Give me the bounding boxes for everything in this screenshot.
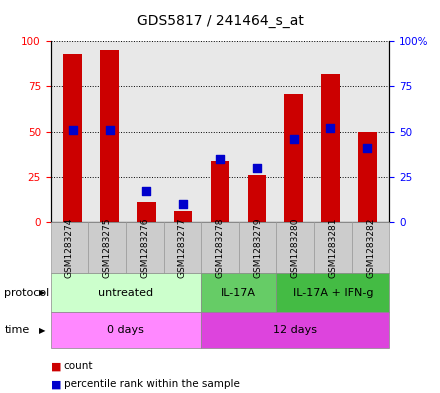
- Text: ▶: ▶: [39, 326, 45, 334]
- Point: [290, 136, 297, 142]
- Text: GSM1283276: GSM1283276: [140, 217, 149, 278]
- Bar: [174, 211, 192, 222]
- Bar: [211, 161, 229, 222]
- Text: ■: ■: [51, 361, 61, 371]
- Text: ■: ■: [51, 379, 61, 389]
- Bar: [358, 132, 377, 222]
- Bar: [63, 54, 82, 222]
- Text: GSM1283281: GSM1283281: [328, 217, 337, 278]
- Point: [327, 125, 334, 131]
- Text: IL-17A: IL-17A: [221, 288, 257, 298]
- Point: [216, 156, 224, 162]
- Point: [364, 145, 371, 151]
- Bar: [321, 74, 340, 222]
- Text: GSM1283278: GSM1283278: [216, 217, 224, 278]
- Text: percentile rank within the sample: percentile rank within the sample: [64, 379, 240, 389]
- Point: [106, 127, 113, 133]
- Bar: [137, 202, 156, 222]
- Text: untreated: untreated: [98, 288, 154, 298]
- Bar: [248, 175, 266, 222]
- Bar: [284, 94, 303, 222]
- Bar: [100, 50, 119, 222]
- Text: IL-17A + IFN-g: IL-17A + IFN-g: [293, 288, 373, 298]
- Text: 12 days: 12 days: [273, 325, 317, 335]
- Text: GSM1283279: GSM1283279: [253, 217, 262, 278]
- Point: [69, 127, 76, 133]
- Text: count: count: [64, 361, 93, 371]
- Text: ▶: ▶: [39, 288, 45, 297]
- Text: GSM1283282: GSM1283282: [366, 217, 375, 278]
- Text: protocol: protocol: [4, 288, 50, 298]
- Text: GDS5817 / 241464_s_at: GDS5817 / 241464_s_at: [136, 14, 304, 28]
- Point: [253, 165, 260, 171]
- Text: GSM1283280: GSM1283280: [291, 217, 300, 278]
- Point: [143, 188, 150, 195]
- Point: [180, 201, 187, 207]
- Text: GSM1283277: GSM1283277: [178, 217, 187, 278]
- Text: 0 days: 0 days: [107, 325, 144, 335]
- Text: time: time: [4, 325, 29, 335]
- Text: GSM1283274: GSM1283274: [65, 217, 74, 278]
- Text: GSM1283275: GSM1283275: [103, 217, 112, 278]
